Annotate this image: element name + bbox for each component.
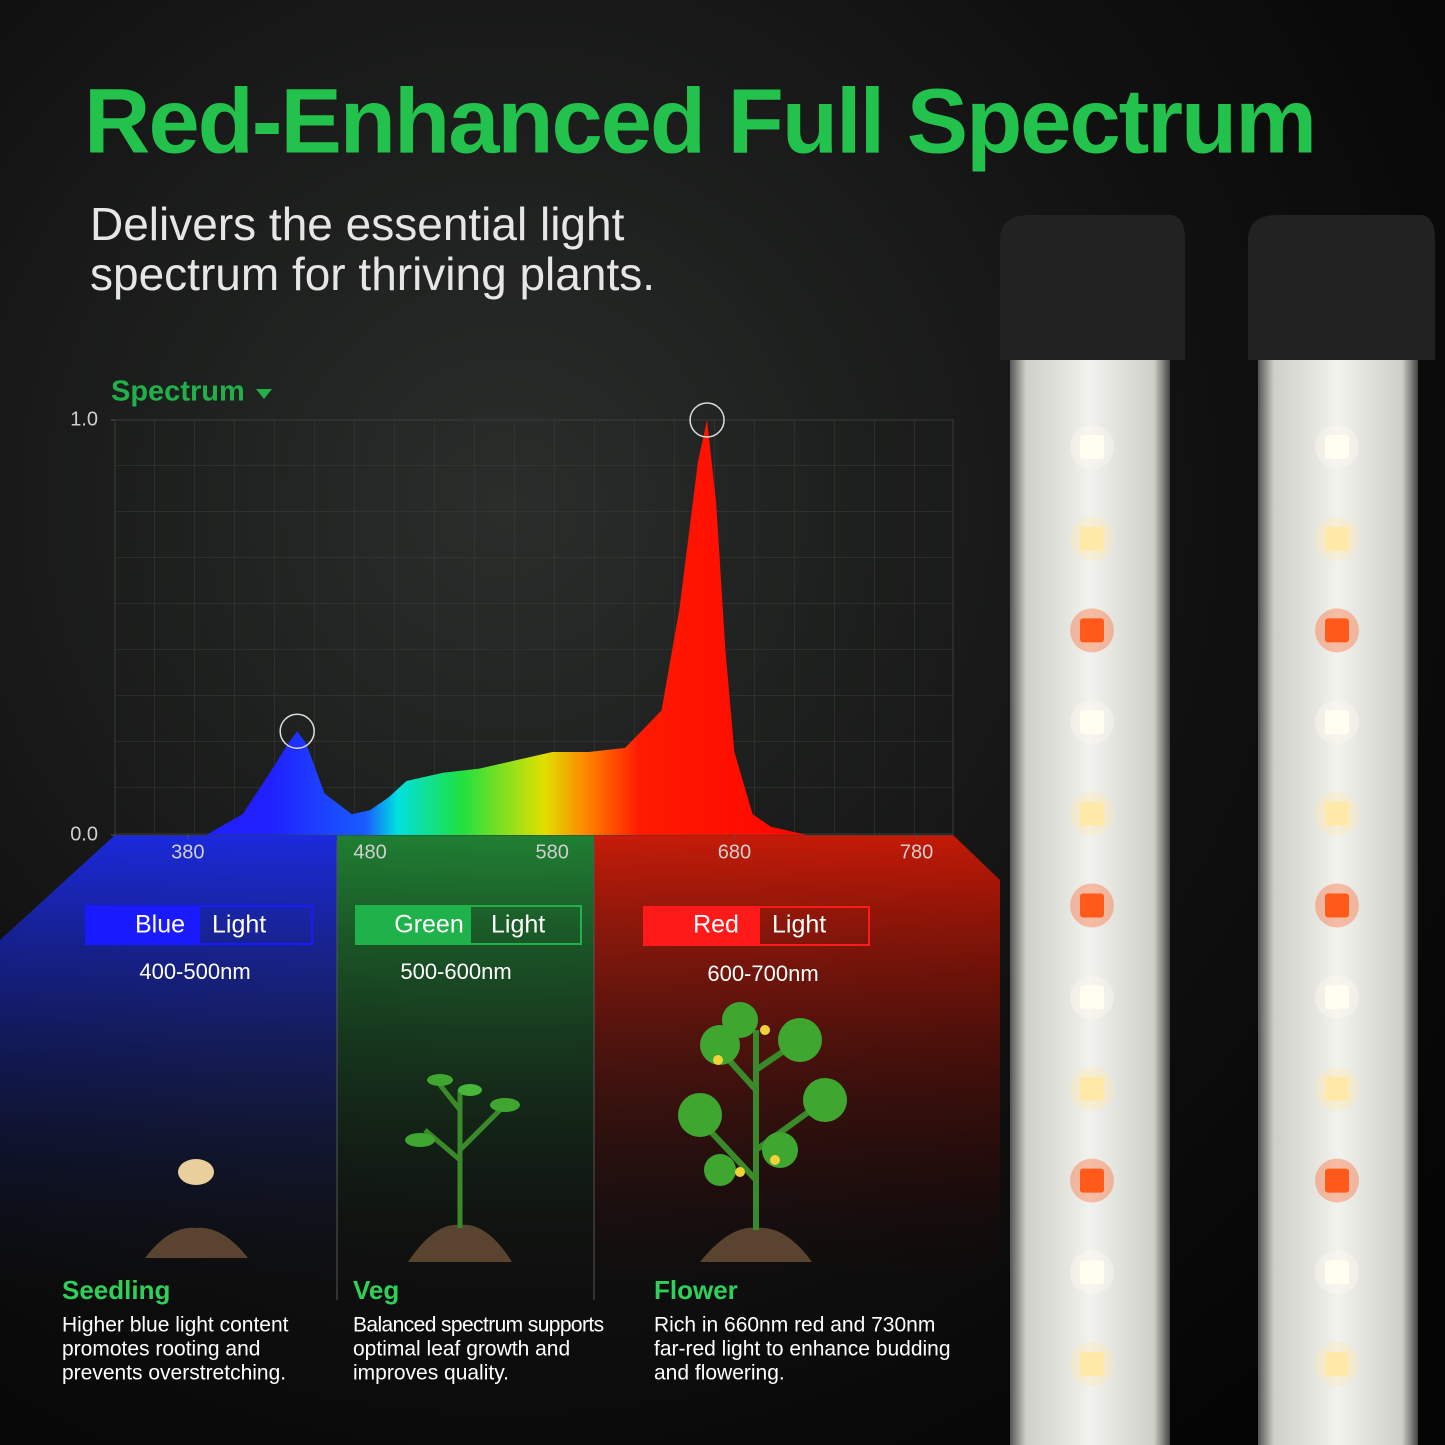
led bbox=[1080, 1076, 1104, 1101]
flower-illustration bbox=[678, 1002, 847, 1262]
stage-name: Veg bbox=[353, 1275, 399, 1305]
x-tick-label: 480 bbox=[353, 841, 386, 863]
led bbox=[1325, 985, 1349, 1010]
x-tick-label: 680 bbox=[718, 841, 751, 863]
led bbox=[1080, 893, 1104, 918]
band-fill bbox=[86, 906, 200, 944]
led bbox=[1080, 435, 1104, 459]
band-color: Blue bbox=[135, 911, 185, 939]
led bbox=[1325, 710, 1349, 735]
led bbox=[1325, 1352, 1349, 1376]
band-range: 600-700nm bbox=[707, 961, 818, 986]
band-label: Light bbox=[212, 911, 266, 939]
led bbox=[1325, 526, 1349, 551]
blue-glow bbox=[0, 835, 337, 1290]
stage-desc: optimal leaf growth and bbox=[353, 1338, 570, 1361]
band-range: 500-600nm bbox=[400, 959, 511, 984]
chart-title: Spectrum bbox=[111, 376, 245, 408]
led bbox=[1080, 1260, 1104, 1285]
stage-desc: and flowering. bbox=[654, 1362, 785, 1385]
seedling-illustration bbox=[145, 1159, 248, 1258]
band-color: Red bbox=[693, 911, 739, 939]
band-fill bbox=[644, 907, 760, 945]
stage-desc: far-red light to enhance budding bbox=[654, 1338, 951, 1361]
led bbox=[1325, 1076, 1349, 1101]
led bbox=[1325, 801, 1349, 826]
red-glow bbox=[594, 835, 1000, 1290]
green-glow bbox=[337, 835, 594, 1290]
veg-illustration bbox=[405, 1074, 520, 1262]
subtitle: spectrum for thriving plants. bbox=[90, 248, 655, 300]
stage-desc: Balanced spectrum supports bbox=[353, 1314, 604, 1337]
x-tick-label: 580 bbox=[536, 841, 569, 863]
led bbox=[1080, 801, 1104, 826]
x-tick-label: 380 bbox=[171, 841, 204, 863]
x-tick-label: 780 bbox=[900, 841, 933, 863]
led bbox=[1080, 1168, 1104, 1193]
band-range: 400-500nm bbox=[139, 959, 250, 984]
led bbox=[1080, 526, 1104, 551]
spectrum-area bbox=[206, 420, 844, 835]
led bbox=[1325, 893, 1349, 918]
stage-desc: Rich in 660nm red and 730nm bbox=[654, 1314, 935, 1337]
peak-marker bbox=[689, 402, 725, 438]
band-color: Green bbox=[394, 911, 463, 939]
y-tick-label: 0.0 bbox=[70, 823, 98, 845]
dropdown-arrow bbox=[256, 389, 272, 399]
band-fill bbox=[356, 906, 471, 944]
band-label: Light bbox=[491, 911, 545, 939]
led bbox=[1325, 1260, 1349, 1285]
led bbox=[1325, 618, 1349, 643]
stage-name: Seedling bbox=[62, 1275, 170, 1305]
led bbox=[1080, 618, 1104, 643]
y-tick-label: 1.0 bbox=[70, 408, 98, 430]
stage-desc: Higher blue light content bbox=[62, 1314, 289, 1337]
title: Red-Enhanced Full Spectrum bbox=[84, 70, 1315, 172]
led bbox=[1080, 1352, 1104, 1376]
led bbox=[1325, 435, 1349, 459]
led bbox=[1080, 985, 1104, 1010]
led bbox=[1325, 1168, 1349, 1193]
peak-marker bbox=[279, 713, 315, 749]
stage-desc: prevents overstretching. bbox=[62, 1362, 286, 1385]
subtitle: Delivers the essential light bbox=[90, 198, 625, 250]
led-bars bbox=[1000, 215, 1435, 1445]
band-label: Light bbox=[772, 911, 826, 939]
led bbox=[1080, 710, 1104, 735]
stage-name: Flower bbox=[654, 1275, 738, 1305]
stage-desc: improves quality. bbox=[353, 1362, 509, 1385]
stage-desc: promotes rooting and bbox=[62, 1338, 260, 1361]
